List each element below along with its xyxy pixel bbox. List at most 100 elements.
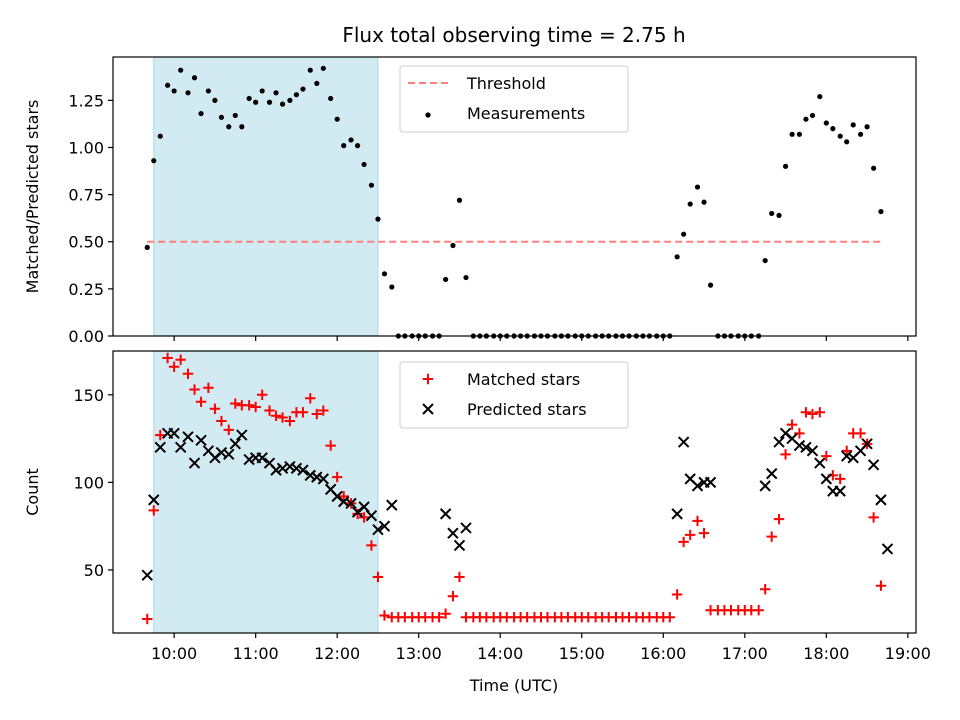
data-point [762, 257, 768, 264]
x-tick-label: 12:00 [314, 644, 360, 663]
data-point [814, 407, 826, 418]
data-point [256, 389, 268, 400]
data-point [223, 424, 234, 436]
data-point [678, 536, 689, 548]
data-point [284, 415, 296, 427]
data-point [259, 88, 265, 94]
data-point [837, 133, 843, 139]
data-point [277, 412, 288, 423]
data-point [151, 158, 157, 164]
data-point [800, 407, 812, 418]
data-point [780, 449, 791, 460]
data-point [809, 112, 816, 119]
legend-cross-swatch [422, 403, 434, 415]
data-point [687, 201, 693, 207]
data-point [297, 407, 309, 418]
data-point [379, 610, 390, 621]
shaded-observing-span [153, 56, 379, 337]
data-point [358, 501, 370, 513]
y-tick-label: 150 [73, 386, 104, 405]
data-point [378, 520, 391, 532]
data-point [341, 143, 347, 149]
x-axis-label: Time (UTC) [469, 676, 558, 695]
data-point [328, 95, 334, 102]
data-point [440, 608, 451, 619]
data-point [834, 473, 846, 485]
data-point [698, 527, 710, 539]
data-point [230, 398, 241, 409]
data-point [354, 143, 361, 149]
data-point [189, 384, 200, 395]
data-point [182, 431, 194, 443]
data-point [463, 274, 469, 281]
data-point [691, 480, 704, 492]
data-point [198, 110, 204, 117]
data-point [226, 124, 232, 130]
data-point [704, 476, 717, 489]
data-point [389, 284, 395, 290]
data-point [447, 591, 459, 602]
data-point [270, 464, 282, 476]
data-point [171, 88, 177, 94]
data-point [264, 405, 275, 416]
legend-box [399, 65, 629, 133]
data-point [664, 612, 676, 623]
data-point [450, 242, 456, 249]
data-point [707, 282, 714, 288]
data-point [203, 382, 214, 393]
data-point [381, 271, 388, 277]
data-point [681, 231, 687, 237]
bottom-plot: 50 100 150 10:00 11:00 12:00 13:00 14:00 15:00 16… [23, 350, 931, 663]
legend: Threshold Measurements [399, 65, 629, 133]
data-point [334, 116, 340, 122]
data-point [881, 543, 894, 555]
series-matched-stars [142, 352, 887, 625]
data-point [875, 494, 887, 506]
data-point [765, 467, 778, 480]
legend: Matched stars Predicted stars [399, 361, 629, 429]
data-point [307, 67, 313, 73]
data-point [256, 452, 268, 464]
x-tick-label: 16:00 [640, 644, 686, 663]
data-point [188, 457, 201, 469]
data-point [223, 448, 235, 461]
y-tick-label: 1.00 [68, 138, 104, 157]
data-point [861, 438, 873, 450]
x-tick-label: 19:00 [885, 644, 931, 663]
data-point [218, 114, 225, 120]
x-tick-label: 13:00 [396, 644, 442, 663]
data-point [769, 210, 775, 217]
data-point [841, 445, 852, 457]
data-point [232, 112, 238, 119]
data-point [840, 450, 853, 462]
data-point [677, 436, 690, 448]
data-point [318, 405, 329, 416]
data-point [806, 445, 819, 457]
data-point [366, 540, 377, 551]
data-point [878, 208, 884, 215]
data-point [456, 197, 463, 203]
data-point [162, 352, 173, 364]
data-point [236, 429, 248, 441]
legend-label: Threshold [466, 74, 546, 93]
data-point [314, 80, 320, 86]
data-point [185, 90, 191, 96]
data-point [814, 457, 826, 469]
data-point [460, 522, 472, 534]
data-point [155, 429, 166, 441]
data-point [195, 434, 207, 447]
data-point [789, 131, 795, 137]
data-point [453, 539, 466, 552]
data-point [168, 427, 180, 440]
data-point [290, 462, 303, 475]
data-point [674, 254, 680, 260]
data-point [871, 165, 877, 171]
data-point [365, 509, 378, 522]
data-point [867, 459, 880, 471]
y-tick-label: 100 [73, 473, 104, 492]
data-point [817, 93, 823, 100]
data-point [844, 139, 850, 145]
data-point [864, 124, 870, 130]
data-point [243, 400, 255, 411]
